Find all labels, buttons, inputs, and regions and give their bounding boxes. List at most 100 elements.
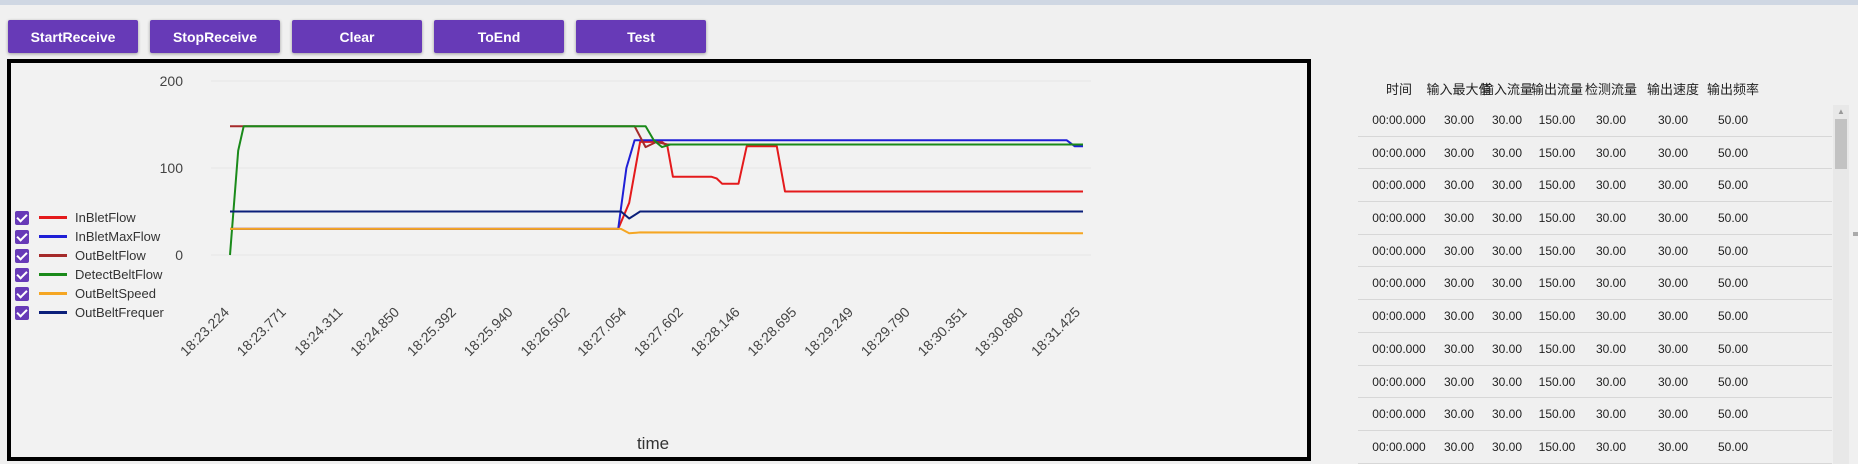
- x-tick-label: 18:25.392: [404, 304, 460, 360]
- chart-legend: InBletFlow InBletMaxFlow OutBeltFlow Det…: [15, 208, 175, 322]
- table-row[interactable]: 00:00.000 30.00 30.00 150.00 30.00 30.00 50.00: [1358, 267, 1832, 301]
- table-cell: 50.00: [1717, 439, 1749, 454]
- legend-label: OutBeltFlow: [75, 248, 146, 263]
- series-line-inbletmaxflow: [230, 139, 1083, 230]
- column-header[interactable]: 检测流量: [1584, 82, 1637, 97]
- table-row[interactable]: 00:00.000 30.00 30.00 150.00 30.00 30.00 50.00: [1358, 235, 1832, 268]
- table-cell: 30.00: [1657, 113, 1689, 127]
- table-cell: 30.00: [1595, 341, 1627, 356]
- table-cell: 30.00: [1595, 178, 1627, 193]
- column-header[interactable]: 输入流量: [1480, 82, 1533, 97]
- series-line-detectbeltflow: [229, 125, 1083, 256]
- data-table: 时间 输入最大值 输入流量 输出流量 检测流量 输出速度 输出频率 00:00.000 30.…: [1358, 70, 1858, 464]
- legend-swatch: [39, 292, 67, 295]
- table-cell: 00:00.000: [1372, 341, 1426, 356]
- table-cell: 30.00: [1657, 341, 1689, 356]
- table-cell: 30.00: [1595, 145, 1627, 160]
- table-row[interactable]: 00:00.000 30.00 30.00 150.00 30.00 30.00 50.00: [1358, 398, 1832, 431]
- table-cell: 50.00: [1717, 309, 1749, 324]
- table-row[interactable]: 00:00.000 30.00 30.00 150.00 30.00 30.00 50.00: [1358, 333, 1832, 366]
- legend-label: InBletFlow: [75, 210, 136, 225]
- table-cell: 00:00.000: [1372, 145, 1426, 160]
- table-cell: 150.00: [1538, 243, 1576, 258]
- column-header[interactable]: 时间: [1385, 82, 1412, 97]
- table-cell: 30.00: [1443, 243, 1475, 258]
- checkbox-icon[interactable]: [15, 286, 29, 301]
- table-cell: 30.00: [1595, 309, 1627, 324]
- table-row[interactable]: 00:00.000 30.00 30.00 150.00 30.00 30.00 50.00: [1358, 366, 1832, 399]
- table-cell: 30.00: [1491, 145, 1523, 160]
- table-cell: 30.00: [1443, 309, 1475, 324]
- table-cell: 150.00: [1538, 374, 1576, 389]
- column-header[interactable]: 输出频率: [1706, 82, 1759, 97]
- table-cell: 50.00: [1717, 178, 1749, 193]
- table-row[interactable]: 00:00.000 30.00 30.00 150.00 30.00 30.00 50.00: [1358, 169, 1832, 203]
- table-cell: 00:00.000: [1372, 439, 1426, 454]
- table-cell: 00:00.000: [1372, 407, 1426, 422]
- legend-item-out-belt-speed[interactable]: OutBeltSpeed: [15, 284, 175, 303]
- column-header[interactable]: 输出速度: [1646, 82, 1699, 97]
- legend-swatch: [39, 216, 67, 219]
- table-cell: 30.00: [1491, 276, 1523, 291]
- legend-item-detect-belt-flow[interactable]: DetectBeltFlow: [15, 265, 175, 284]
- table-cell: 30.00: [1595, 113, 1627, 127]
- legend-item-out-belt-frequency[interactable]: OutBeltFrequer: [15, 303, 175, 322]
- table-cell: 30.00: [1443, 276, 1475, 291]
- start-receive-button[interactable]: StartReceive: [8, 20, 138, 53]
- scroll-thumb[interactable]: [1835, 119, 1847, 169]
- table-cell: 00:00.000: [1372, 113, 1426, 127]
- table-cell: 50.00: [1717, 276, 1749, 291]
- table-cell: 150.00: [1538, 439, 1576, 454]
- checkbox-icon[interactable]: [15, 305, 29, 320]
- legend-item-inblet-max-flow[interactable]: InBletMaxFlow: [15, 227, 175, 246]
- test-button[interactable]: Test: [576, 20, 706, 53]
- table-cell: 50.00: [1717, 374, 1749, 389]
- clear-button[interactable]: Clear: [292, 20, 422, 53]
- table-row[interactable]: 00:00.000 30.00 30.00 150.00 30.00 30.00 50.00: [1358, 202, 1832, 235]
- x-tick-label: 18:24.850: [347, 304, 403, 360]
- table-cell: 150.00: [1538, 341, 1576, 356]
- column-header[interactable]: 输入最大值: [1426, 82, 1492, 97]
- x-axis-label: time: [637, 434, 669, 453]
- checkbox-icon[interactable]: [15, 229, 29, 244]
- scroll-up-icon[interactable]: ▲: [1837, 107, 1845, 116]
- table-cell: 00:00.000: [1372, 178, 1426, 193]
- legend-item-out-belt-flow[interactable]: OutBeltFlow: [15, 246, 175, 265]
- to-end-button[interactable]: ToEnd: [434, 20, 564, 53]
- table-header: 时间 输入最大值 输入流量 输出流量 检测流量 输出速度 输出频率: [1358, 70, 1828, 104]
- table-row[interactable]: 00:00.000 30.00 30.00 150.00 30.00 30.00 50.00: [1358, 431, 1832, 464]
- table-scrollbar[interactable]: ▲: [1833, 105, 1849, 464]
- table-cell: 30.00: [1443, 341, 1475, 356]
- legend-swatch: [39, 311, 67, 314]
- series-line-outbeltfrequency: [230, 210, 1083, 220]
- table-row[interactable]: 00:00.000 30.00 30.00 150.00 30.00 30.00 50.00: [1358, 137, 1832, 170]
- table-row[interactable]: 00:00.000 30.00 30.00 150.00 30.00 30.00 50.00: [1358, 300, 1832, 333]
- table-body[interactable]: 00:00.000 30.00 30.00 150.00 30.00 30.00 50.00…: [1358, 104, 1832, 464]
- legend-label: DetectBeltFlow: [75, 267, 163, 282]
- table-cell: 150.00: [1538, 309, 1576, 324]
- column-header[interactable]: 输出流量: [1530, 82, 1583, 97]
- x-tick-label: 18:30.880: [971, 304, 1027, 360]
- window-edge-marker: [1853, 232, 1858, 236]
- table-cell: 50.00: [1717, 407, 1749, 422]
- x-tick-label: 18:24.311: [291, 304, 346, 359]
- table-cell: 30.00: [1491, 341, 1523, 356]
- legend-item-inblet-flow[interactable]: InBletFlow: [15, 208, 175, 227]
- table-cell: 50.00: [1717, 341, 1749, 356]
- table-cell: 30.00: [1443, 439, 1475, 454]
- checkbox-icon[interactable]: [15, 210, 29, 225]
- table-cell: 30.00: [1491, 407, 1523, 422]
- x-tick-label: 18:30.351: [914, 304, 970, 360]
- table-cell: 30.00: [1595, 407, 1627, 422]
- table-cell: 30.00: [1595, 374, 1627, 389]
- table-cell: 30.00: [1491, 439, 1523, 454]
- x-tick-label: 18:26.502: [517, 304, 573, 360]
- checkbox-icon[interactable]: [15, 248, 29, 263]
- x-tick-label: 18:25.940: [460, 304, 516, 360]
- table-cell: 30.00: [1657, 211, 1689, 226]
- checkbox-icon[interactable]: [15, 267, 29, 282]
- table-row[interactable]: 00:00.000 30.00 30.00 150.00 30.00 30.00 50.00: [1358, 104, 1832, 137]
- stop-receive-button[interactable]: StopReceive: [150, 20, 280, 53]
- table-cell: 30.00: [1443, 113, 1475, 127]
- x-tick-label: 18:28.146: [687, 304, 743, 360]
